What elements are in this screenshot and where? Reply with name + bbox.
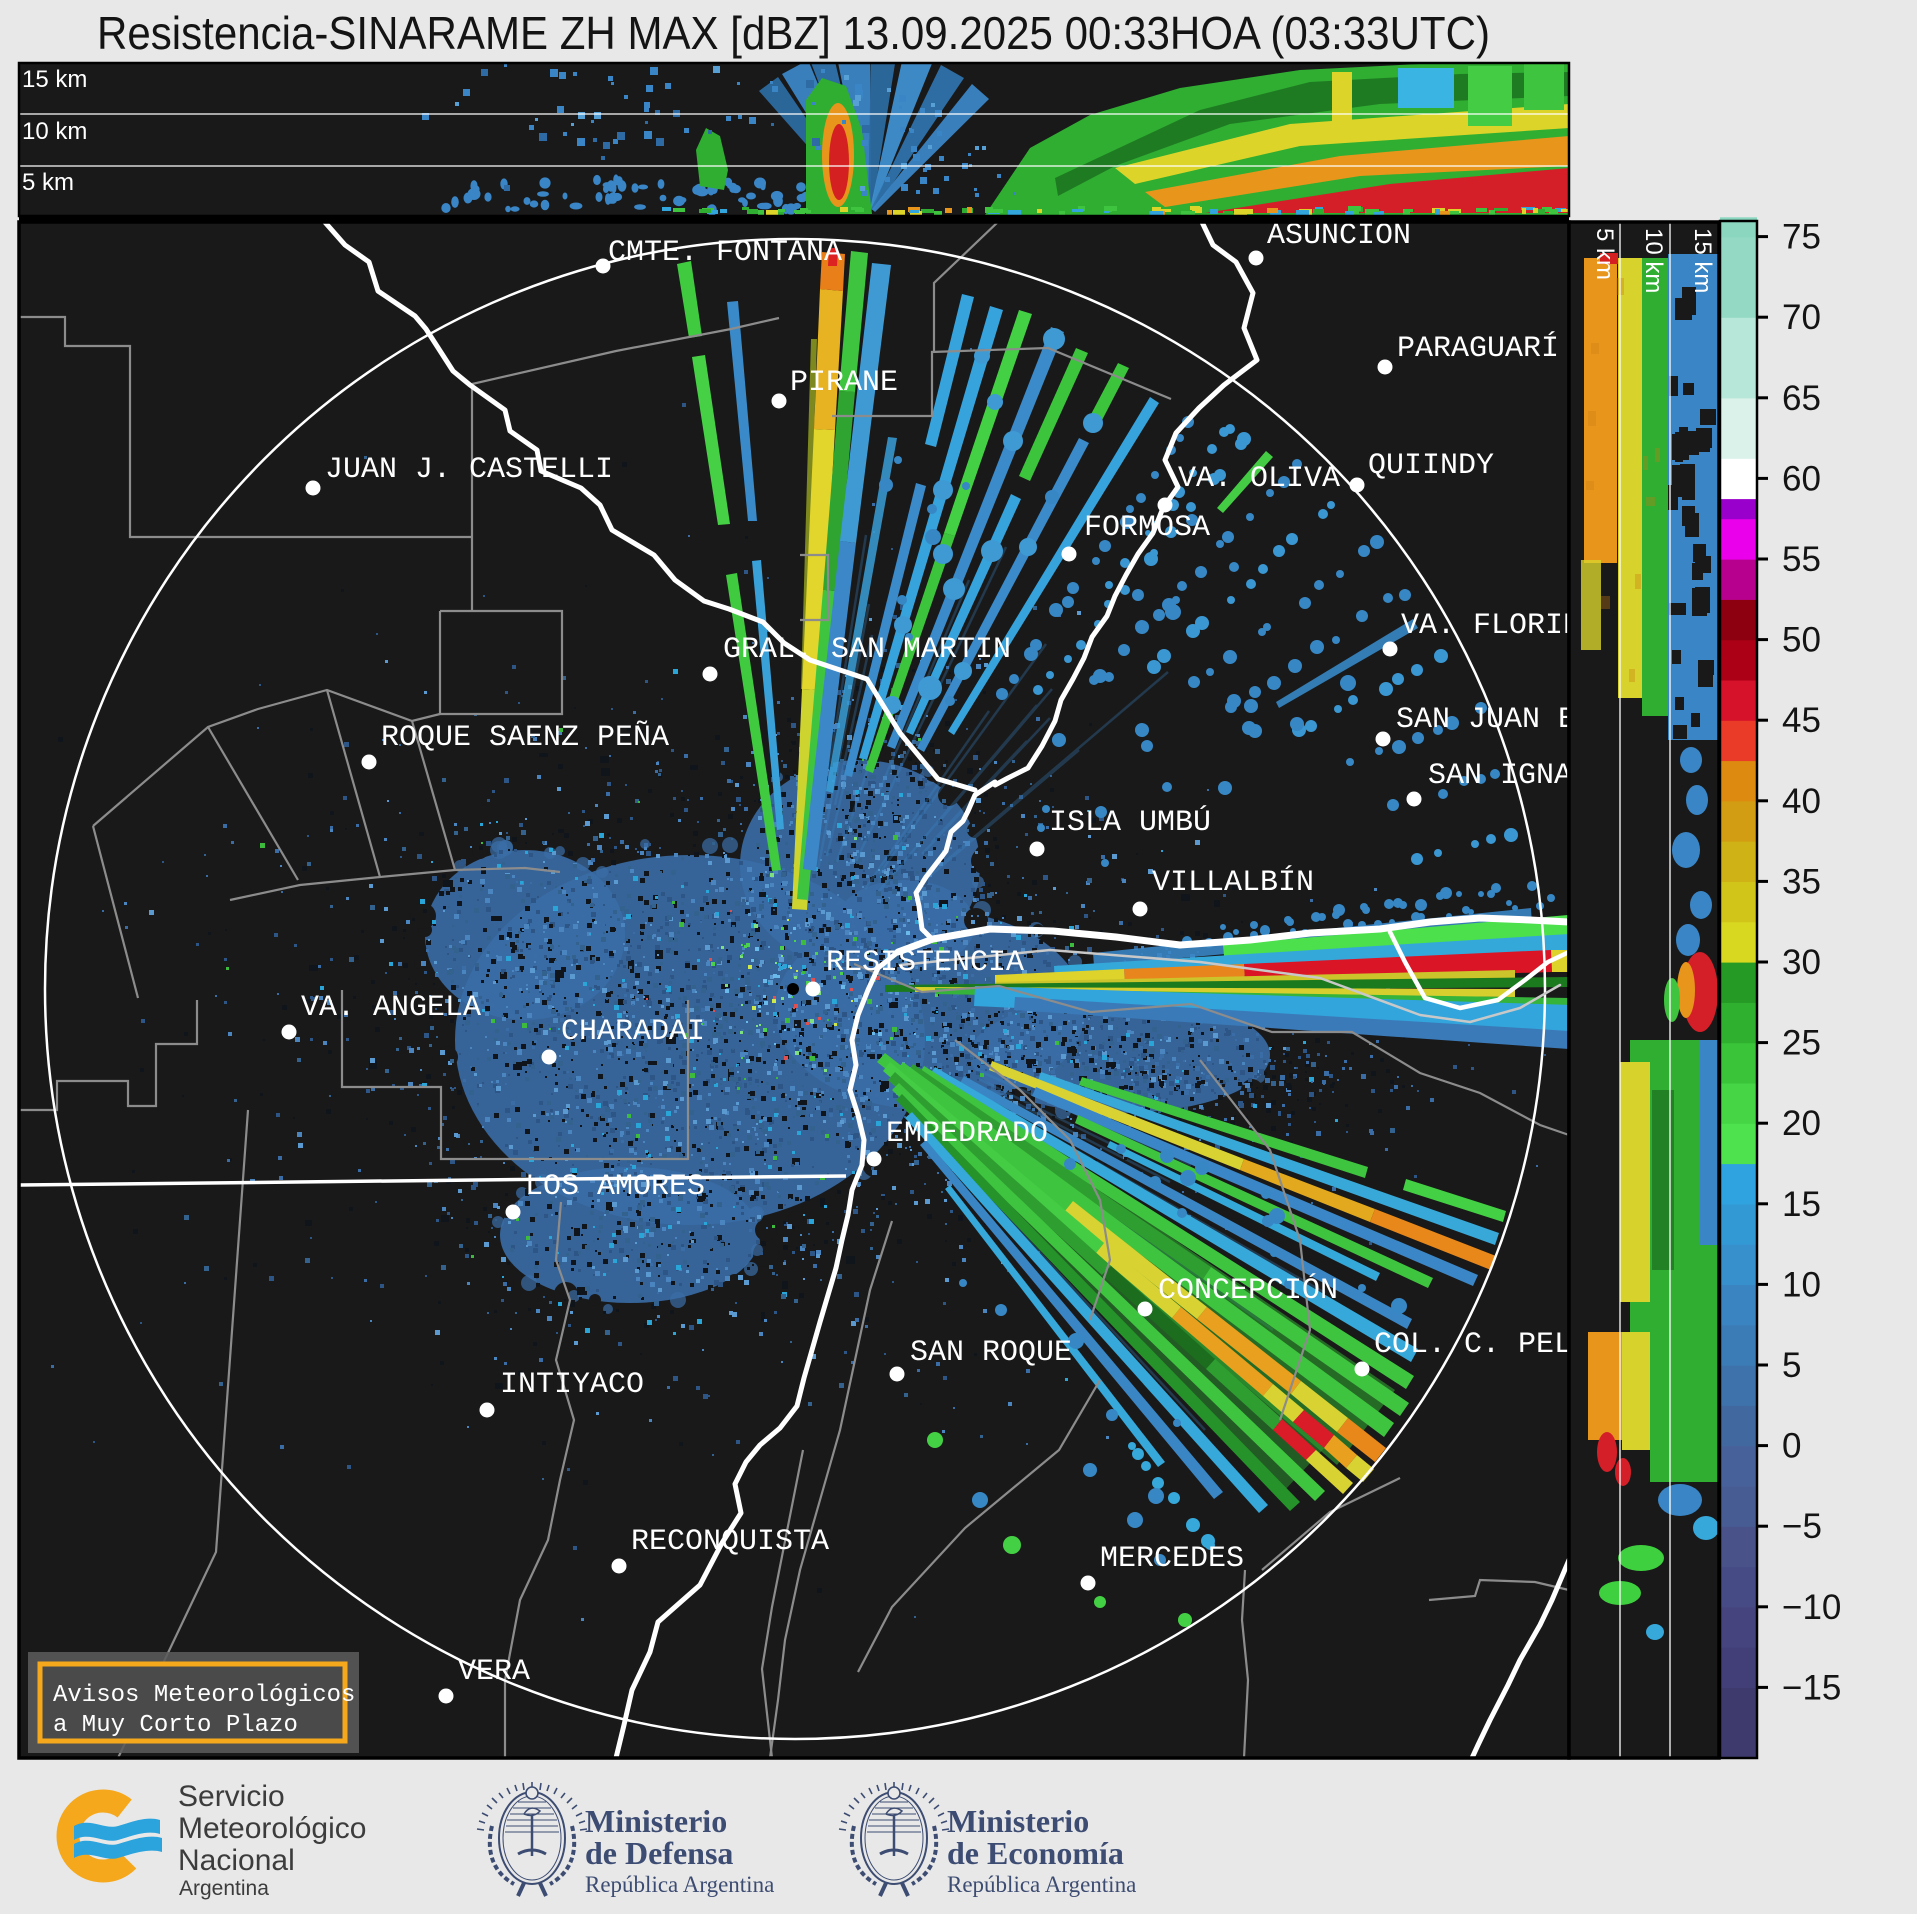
svg-text:5: 5: [1782, 1346, 1801, 1385]
svg-text:70: 70: [1782, 298, 1821, 337]
svg-text:SAN ROQUE: SAN ROQUE: [910, 1336, 1072, 1370]
svg-text:5 km: 5 km: [1591, 228, 1618, 280]
svg-text:PARAGUARÍ: PARAGUARÍ: [1397, 331, 1559, 366]
svg-text:RESISTENCIA: RESISTENCIA: [826, 946, 1024, 980]
svg-text:COL. C. PEL: COL. C. PEL: [1374, 1328, 1572, 1362]
svg-text:60: 60: [1782, 459, 1821, 498]
svg-text:CHARADAI: CHARADAI: [561, 1015, 705, 1049]
svg-text:55: 55: [1782, 540, 1821, 579]
svg-text:CONCEPCIÓN: CONCEPCIÓN: [1158, 1273, 1338, 1308]
svg-text:SAN JUAN B: SAN JUAN B: [1396, 703, 1576, 737]
svg-text:ASUNCIÓN: ASUNCIÓN: [1267, 218, 1411, 253]
svg-text:LOS AMORES: LOS AMORES: [525, 1170, 705, 1204]
svg-text:ISLA UMBÚ: ISLA UMBÚ: [1049, 805, 1211, 840]
svg-text:ROQUE SAENZ PEÑA: ROQUE SAENZ PEÑA: [381, 720, 669, 755]
svg-text:Ministerio: Ministerio: [585, 1803, 727, 1839]
svg-text:VA. ANGELA: VA. ANGELA: [301, 991, 481, 1025]
svg-text:de Defensa: de Defensa: [585, 1835, 733, 1871]
svg-text:75: 75: [1782, 218, 1821, 257]
svg-text:45: 45: [1782, 701, 1821, 740]
svg-text:Avisos Meteorológicos: Avisos Meteorológicos: [53, 1682, 355, 1709]
svg-text:−10: −10: [1782, 1588, 1841, 1627]
svg-text:15 km: 15 km: [22, 66, 87, 93]
svg-text:5 km: 5 km: [22, 169, 74, 196]
svg-text:SAN IGNACI: SAN IGNACI: [1428, 759, 1608, 793]
svg-text:CMTE. FONTANA: CMTE. FONTANA: [608, 236, 842, 270]
svg-text:10 km: 10 km: [22, 118, 87, 145]
svg-text:RECONQUISTA: RECONQUISTA: [631, 1525, 829, 1559]
svg-text:15 km: 15 km: [1689, 228, 1716, 293]
svg-text:15: 15: [1782, 1185, 1821, 1224]
svg-text:Servicio: Servicio: [178, 1780, 285, 1813]
svg-text:10: 10: [1782, 1265, 1821, 1304]
svg-text:República Argentina: República Argentina: [585, 1872, 774, 1897]
svg-text:Argentina: Argentina: [179, 1877, 269, 1900]
svg-text:35: 35: [1782, 862, 1821, 901]
svg-text:40: 40: [1782, 782, 1821, 821]
svg-text:0: 0: [1782, 1427, 1801, 1466]
svg-text:10 km: 10 km: [1640, 228, 1667, 293]
svg-text:Resistencia-SINARAME ZH MAX [d: Resistencia-SINARAME ZH MAX [dBZ] 13.09.…: [97, 7, 1490, 59]
svg-text:República Argentina: República Argentina: [947, 1872, 1136, 1897]
svg-text:65: 65: [1782, 379, 1821, 418]
svg-text:de Economía: de Economía: [947, 1835, 1124, 1871]
svg-text:VA. OLIVA: VA. OLIVA: [1178, 462, 1340, 496]
svg-text:VERA: VERA: [458, 1655, 530, 1689]
svg-text:VILLALBÍN: VILLALBÍN: [1152, 865, 1314, 900]
svg-text:30: 30: [1782, 943, 1821, 982]
svg-text:Meteorológico: Meteorológico: [178, 1812, 366, 1845]
svg-text:−5: −5: [1782, 1507, 1822, 1546]
svg-text:20: 20: [1782, 1104, 1821, 1143]
svg-text:VA. FLORIDA: VA. FLORIDA: [1401, 609, 1599, 643]
svg-text:GRAL. SAN MARTIN: GRAL. SAN MARTIN: [723, 633, 1011, 667]
svg-text:Ministerio: Ministerio: [947, 1803, 1089, 1839]
svg-text:EMPEDRADO: EMPEDRADO: [886, 1117, 1048, 1151]
svg-text:Nacional: Nacional: [178, 1844, 295, 1877]
svg-text:QUIINDY: QUIINDY: [1368, 449, 1494, 483]
svg-text:a Muy Corto Plazo: a Muy Corto Plazo: [53, 1712, 298, 1739]
svg-text:50: 50: [1782, 621, 1821, 660]
svg-text:MERCEDES: MERCEDES: [1100, 1542, 1244, 1576]
svg-text:JUAN J. CASTELLI: JUAN J. CASTELLI: [325, 453, 613, 487]
svg-text:FORMOSA: FORMOSA: [1084, 511, 1210, 545]
svg-text:25: 25: [1782, 1024, 1821, 1063]
svg-text:INTIYACO: INTIYACO: [500, 1368, 644, 1402]
svg-text:PIRANE: PIRANE: [790, 366, 898, 400]
svg-text:−15: −15: [1782, 1668, 1841, 1707]
